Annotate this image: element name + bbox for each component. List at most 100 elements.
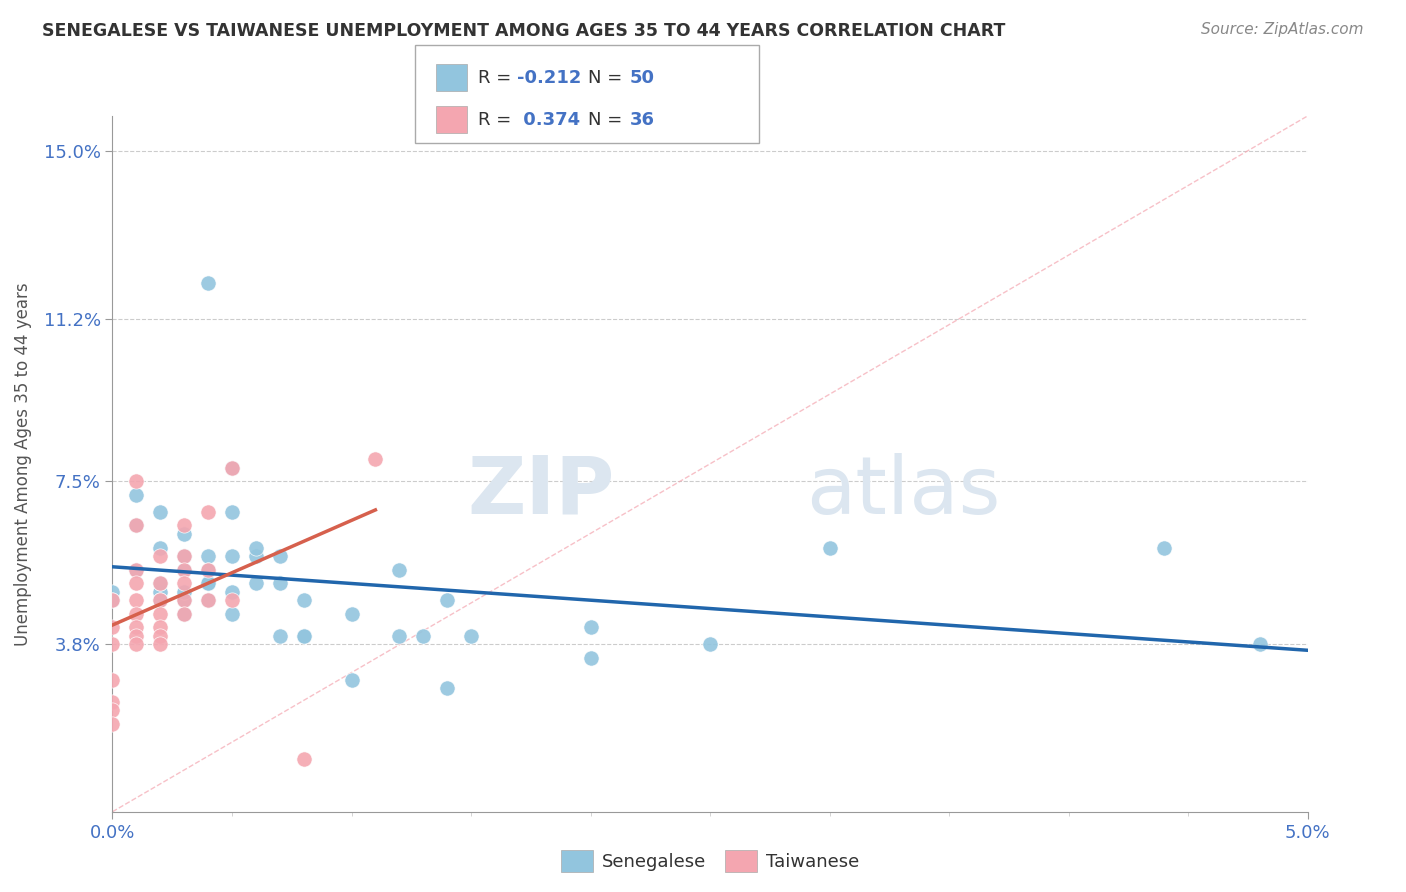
- Point: [125, 607, 148, 621]
- Point: [149, 620, 172, 634]
- Text: atlas: atlas: [806, 452, 1000, 531]
- Point: [173, 575, 195, 590]
- Point: [292, 593, 315, 607]
- Text: SENEGALESE VS TAIWANESE UNEMPLOYMENT AMONG AGES 35 TO 44 YEARS CORRELATION CHART: SENEGALESE VS TAIWANESE UNEMPLOYMENT AMO…: [42, 22, 1005, 40]
- Point: [173, 562, 195, 576]
- Point: [460, 629, 482, 643]
- Point: [173, 562, 195, 576]
- Point: [245, 541, 267, 555]
- Point: [101, 695, 124, 709]
- Point: [340, 673, 363, 687]
- Point: [125, 518, 148, 533]
- Point: [221, 584, 243, 599]
- Point: [292, 629, 315, 643]
- Point: [197, 505, 219, 519]
- Point: [125, 475, 148, 489]
- Point: [197, 593, 219, 607]
- Point: [101, 584, 124, 599]
- Point: [269, 629, 291, 643]
- Point: [197, 562, 219, 576]
- Point: [388, 562, 411, 576]
- Point: [292, 752, 315, 766]
- Point: [579, 620, 602, 634]
- Legend: Senegalese, Taiwanese: Senegalese, Taiwanese: [554, 843, 866, 880]
- Point: [149, 637, 172, 651]
- Text: 36: 36: [630, 111, 655, 128]
- Point: [221, 505, 243, 519]
- Point: [149, 593, 172, 607]
- Point: [221, 593, 243, 607]
- Point: [173, 549, 195, 564]
- Text: ZIP: ZIP: [467, 452, 614, 531]
- Text: 0.374: 0.374: [517, 111, 581, 128]
- Point: [197, 575, 219, 590]
- Point: [125, 629, 148, 643]
- Point: [197, 575, 219, 590]
- Point: [173, 518, 195, 533]
- Point: [101, 593, 124, 607]
- Point: [149, 549, 172, 564]
- Point: [292, 629, 315, 643]
- Point: [221, 461, 243, 475]
- Point: [149, 607, 172, 621]
- Point: [173, 607, 195, 621]
- Point: [149, 541, 172, 555]
- Point: [149, 505, 172, 519]
- Point: [149, 575, 172, 590]
- Point: [125, 562, 148, 576]
- Point: [125, 593, 148, 607]
- Point: [149, 629, 172, 643]
- Point: [101, 703, 124, 717]
- Point: [125, 620, 148, 634]
- Point: [245, 575, 267, 590]
- Y-axis label: Unemployment Among Ages 35 to 44 years: Unemployment Among Ages 35 to 44 years: [14, 282, 32, 646]
- Point: [221, 549, 243, 564]
- Text: R =: R =: [478, 111, 517, 128]
- Point: [173, 584, 195, 599]
- Point: [699, 637, 721, 651]
- Text: N =: N =: [588, 69, 627, 87]
- Text: R =: R =: [478, 69, 517, 87]
- Point: [173, 549, 195, 564]
- Point: [221, 607, 243, 621]
- Point: [436, 593, 458, 607]
- Text: Source: ZipAtlas.com: Source: ZipAtlas.com: [1201, 22, 1364, 37]
- Point: [149, 584, 172, 599]
- Point: [436, 681, 458, 696]
- Text: 50: 50: [630, 69, 655, 87]
- Point: [245, 549, 267, 564]
- Point: [101, 673, 124, 687]
- Point: [125, 488, 148, 502]
- Point: [149, 593, 172, 607]
- Point: [101, 716, 124, 731]
- Point: [269, 549, 291, 564]
- Text: N =: N =: [588, 111, 627, 128]
- Point: [173, 607, 195, 621]
- Point: [388, 629, 411, 643]
- Point: [1153, 541, 1175, 555]
- Point: [125, 637, 148, 651]
- Point: [101, 593, 124, 607]
- Point: [173, 527, 195, 541]
- Point: [125, 518, 148, 533]
- Point: [412, 629, 434, 643]
- Point: [197, 277, 219, 291]
- Text: -0.212: -0.212: [517, 69, 582, 87]
- Point: [101, 637, 124, 651]
- Point: [364, 452, 387, 467]
- Point: [340, 607, 363, 621]
- Point: [149, 575, 172, 590]
- Point: [125, 562, 148, 576]
- Point: [197, 562, 219, 576]
- Point: [125, 575, 148, 590]
- Point: [197, 549, 219, 564]
- Point: [579, 650, 602, 665]
- Point: [173, 593, 195, 607]
- Point: [197, 593, 219, 607]
- Point: [101, 620, 124, 634]
- Point: [1249, 637, 1271, 651]
- Point: [173, 593, 195, 607]
- Point: [269, 575, 291, 590]
- Point: [818, 541, 841, 555]
- Point: [221, 461, 243, 475]
